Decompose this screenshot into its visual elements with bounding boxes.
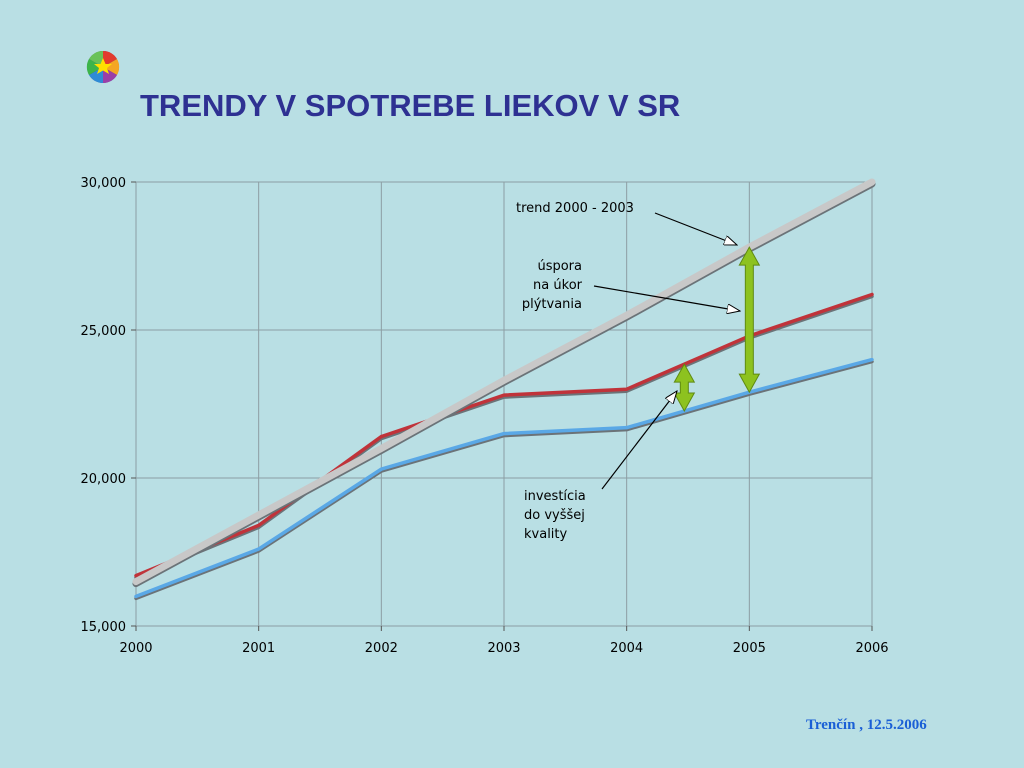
annotation-uspora-pointer [593, 285, 740, 311]
annotation-trend-line1: trend 2000 - 2003 [516, 201, 634, 216]
x-tick-label: 2005 [733, 641, 766, 656]
x-tick-label: 2001 [242, 641, 275, 656]
green-arrow-2004-shape [673, 363, 696, 413]
chart-arrows [673, 246, 761, 413]
logo-icon [86, 50, 120, 84]
annotation-investicia-line3: kvality [524, 527, 568, 542]
annotation-uspora-line3: plýtvania [522, 297, 582, 312]
annotation-uspora: úspora na úkor plýtvania [522, 259, 583, 312]
annotation-investicia: investícia do vyššej kvality [524, 489, 586, 542]
green-arrow-2004 [673, 363, 696, 413]
annotation-investicia-pointer [601, 391, 677, 490]
page-title: TRENDY V SPOTREBE LIEKOV V SR [140, 88, 681, 123]
annotation-trend: trend 2000 - 2003 [516, 201, 634, 216]
annotation-uspora-line1: úspora [537, 259, 582, 274]
y-tick-label: 20,000 [81, 472, 127, 487]
annotation-trend-pointer [654, 212, 737, 246]
x-tick-label: 2003 [487, 641, 520, 656]
chart-grid [135, 181, 873, 627]
y-tick-label: 25,000 [81, 324, 127, 339]
x-tick-label: 2006 [855, 641, 888, 656]
x-tick-label: 2002 [365, 641, 398, 656]
x-tick-label: 2004 [610, 641, 643, 656]
y-tick-label: 15,000 [81, 620, 127, 635]
chart-ticks: 15,000 20,000 25,000 30,000 2000 2001 2002 2003… [81, 176, 889, 656]
y-tick-label: 30,000 [81, 176, 127, 191]
footer-date: Trenčín , 12.5.2006 [806, 717, 927, 733]
green-arrow-2005 [738, 246, 761, 394]
green-arrow-2005-shape [738, 246, 761, 394]
annotation-investicia-line2: do vyššej [524, 508, 585, 523]
x-tick-label: 2000 [119, 641, 152, 656]
series-shadow [134, 359, 874, 601]
annotation-investicia-line1: investícia [524, 489, 586, 504]
annotation-uspora-line2: na úkor [533, 278, 583, 293]
